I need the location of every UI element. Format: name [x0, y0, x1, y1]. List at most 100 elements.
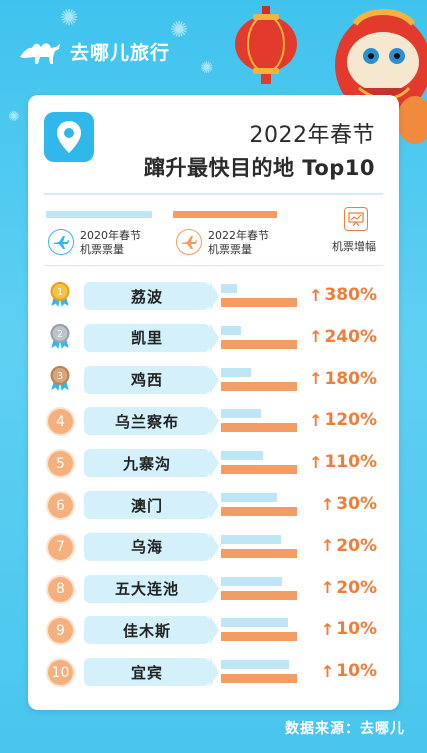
ranking-row: 8 五大连池 ↑ 20% — [28, 572, 399, 608]
growth-text: 10% — [336, 661, 377, 682]
rank-number: 6 — [48, 493, 73, 518]
up-arrow-icon: ↑ — [309, 369, 323, 389]
rank-number: 10 — [48, 660, 73, 686]
growth-value: ↑ 30% — [321, 494, 377, 514]
destination-name: 佳木斯 — [84, 616, 219, 645]
bar-2022 — [221, 339, 297, 349]
rank-number: 8 — [48, 576, 73, 602]
svg-text:2: 2 — [57, 329, 63, 340]
bar-2022 — [221, 423, 297, 433]
bar-2022 — [221, 381, 297, 391]
up-arrow-icon: ↑ — [320, 578, 335, 598]
bar-2022 — [221, 465, 297, 475]
bar-2020 — [221, 409, 262, 419]
ranking-row: 5 九寨沟 ↑ 110% — [28, 446, 399, 482]
divider — [44, 193, 383, 195]
firework-icon: ✺ — [170, 18, 189, 43]
growth-value: ↑ 10% — [321, 661, 377, 681]
ranking-row: 10 宜宾 ↑ 10% — [28, 655, 399, 691]
growth-text: 10% — [336, 619, 377, 640]
location-pin-icon — [57, 121, 81, 153]
bar-2020 — [221, 576, 282, 586]
rank-number: 9 — [48, 618, 73, 644]
camel-logo-icon — [20, 42, 60, 64]
destination-name: 九寨沟 — [84, 449, 219, 478]
up-arrow-icon: ↑ — [320, 619, 335, 639]
legend-label-growth: 机票增幅 — [332, 240, 376, 253]
growth-text: 20% — [336, 577, 377, 598]
plane-icon — [48, 229, 74, 255]
growth-chart-icon — [344, 207, 368, 231]
growth-value: ↑ 20% — [321, 536, 377, 556]
lantern-icon — [235, 6, 297, 84]
data-source: 数据来源：去哪儿 — [285, 721, 405, 737]
medal-icon: 3 — [50, 365, 70, 391]
bar-2020 — [221, 493, 278, 502]
bar-2020 — [221, 534, 282, 544]
medal-icon: 2 — [50, 323, 70, 349]
ranking-card: 2022年春节 蹿升最快目的地 Top10 2020年春节 机票票量 2022年春… — [28, 95, 399, 710]
growth-value: ↑ 10% — [321, 619, 377, 639]
bar-2022 — [221, 298, 297, 307]
growth-text: 110% — [324, 452, 377, 473]
destination-name: 荔波 — [84, 282, 219, 310]
ranking-row: 3 鸡西 ↑ 180% — [28, 363, 399, 399]
bar-2020 — [221, 367, 251, 377]
legend-label-2022: 2022年春节 机票票量 — [208, 229, 269, 256]
ranking-row: 9 佳木斯 ↑ 10% — [28, 613, 399, 649]
rank-number: 4 — [48, 409, 73, 435]
destination-name: 乌兰察布 — [84, 407, 219, 436]
destination-name: 五大连池 — [84, 574, 219, 603]
location-pin-badge — [44, 112, 94, 162]
up-arrow-icon: ↑ — [309, 410, 323, 430]
growth-text: 30% — [336, 494, 377, 514]
bar-2020 — [221, 284, 237, 293]
legend-bar-2020 — [46, 211, 152, 218]
divider — [44, 265, 383, 266]
growth-value: ↑ 110% — [309, 452, 377, 472]
ranking-row: 1 荔波 ↑ 380% — [28, 279, 399, 315]
destination-name: 宜宾 — [84, 658, 219, 687]
firework-icon: ✺ — [200, 58, 214, 77]
growth-text: 380% — [324, 285, 377, 305]
rank-number: 5 — [48, 451, 73, 477]
legend-bar-2022 — [173, 211, 277, 218]
growth-text: 120% — [324, 410, 377, 431]
firework-icon: ✺ — [8, 109, 20, 125]
bar-2020 — [221, 660, 289, 670]
destination-name: 鸡西 — [84, 365, 219, 394]
legend-label-2020: 2020年春节 机票票量 — [80, 229, 141, 256]
ranking-row: 6 澳门 ↑ 30% — [28, 488, 399, 524]
growth-text: 20% — [336, 535, 377, 556]
growth-text: 180% — [324, 368, 377, 389]
growth-text: 240% — [324, 326, 377, 347]
brand-name: 去哪儿旅行 — [70, 42, 171, 64]
firework-icon: ✺ — [60, 6, 79, 31]
medal-icon: 1 — [50, 281, 70, 307]
bar-2022 — [221, 548, 297, 558]
bar-2022 — [221, 674, 297, 684]
plane-icon — [176, 229, 202, 255]
up-arrow-icon: ↑ — [309, 285, 323, 305]
bar-2022 — [221, 590, 297, 600]
up-arrow-icon: ↑ — [309, 452, 323, 472]
lion-dance-icon — [335, 9, 427, 144]
destination-name: 凯里 — [84, 323, 219, 352]
ranking-row: 4 乌兰察布 ↑ 120% — [28, 404, 399, 440]
svg-text:1: 1 — [57, 287, 63, 298]
svg-text:3: 3 — [57, 370, 63, 381]
growth-value: ↑ 380% — [309, 285, 377, 305]
rank-number: 7 — [48, 534, 73, 560]
bar-2022 — [221, 632, 297, 642]
destination-name: 澳门 — [84, 491, 219, 519]
growth-value: ↑ 120% — [309, 410, 377, 430]
bar-2022 — [221, 507, 297, 516]
up-arrow-icon: ↑ — [320, 494, 335, 514]
growth-value: ↑ 240% — [309, 327, 377, 347]
bar-2020 — [221, 618, 288, 628]
bar-2020 — [221, 451, 263, 461]
chart-title: 2022年春节 — [249, 123, 375, 148]
up-arrow-icon: ↑ — [320, 536, 335, 556]
growth-value: ↑ 180% — [309, 369, 377, 389]
up-arrow-icon: ↑ — [320, 661, 335, 681]
